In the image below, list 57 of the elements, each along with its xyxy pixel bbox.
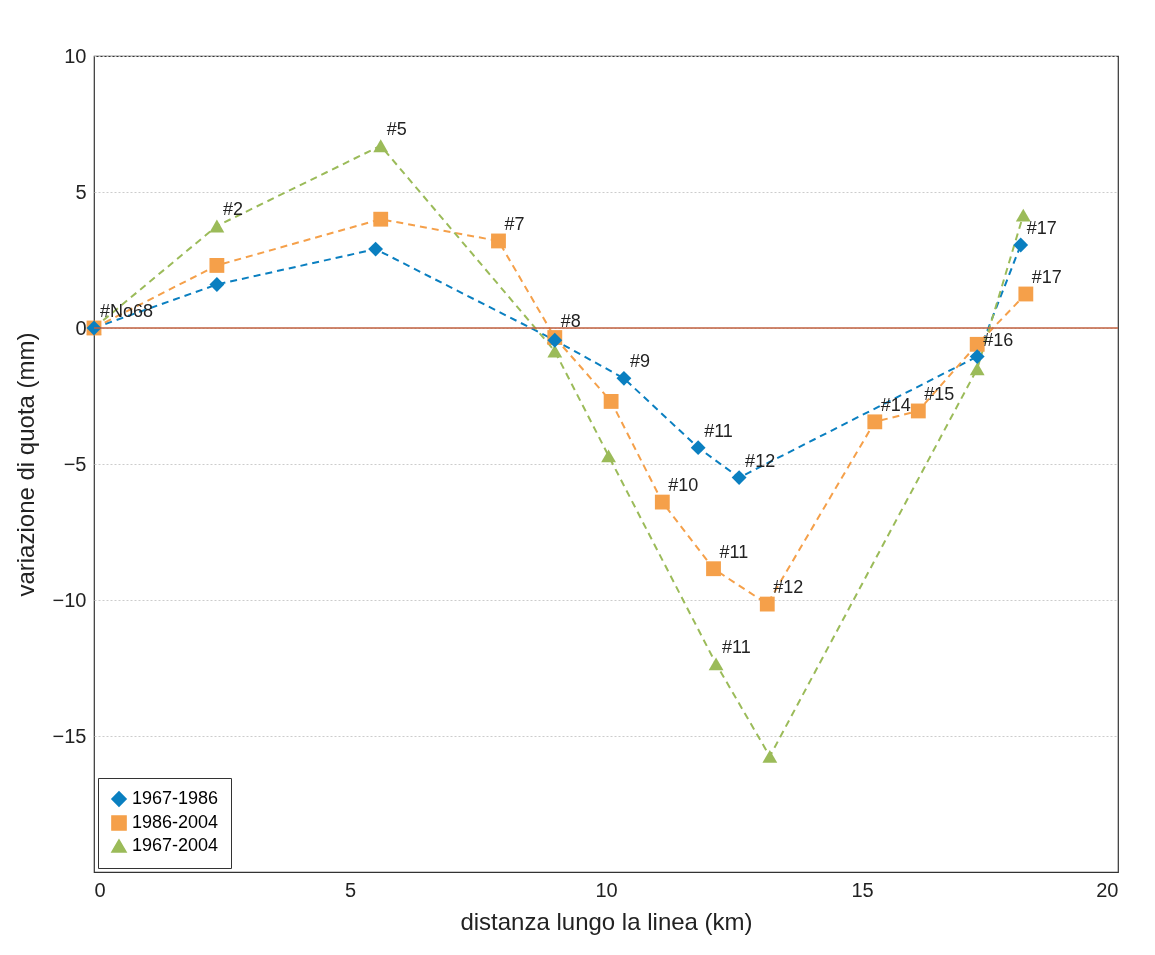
point: [867, 414, 883, 430]
annotation: #11: [719, 541, 749, 562]
point: [706, 561, 721, 577]
point: [762, 749, 778, 763]
annotation: #17: [1031, 267, 1062, 287]
point: [969, 336, 985, 352]
y-tick-label: −10: [52, 588, 87, 611]
annotation: #12: [745, 450, 776, 471]
point: [969, 362, 985, 376]
y-tick-label: −5: [63, 452, 87, 475]
point: [373, 139, 389, 153]
point: [910, 403, 926, 419]
annotation: #5: [386, 118, 407, 139]
y-tick-label: −15: [52, 724, 87, 747]
point: [491, 233, 506, 249]
point: [209, 219, 225, 233]
annotation: #14: [880, 394, 911, 415]
y-tick-label: 5: [75, 180, 87, 203]
point: [368, 241, 384, 257]
point: [601, 449, 616, 463]
legend-label: 1967-1986: [132, 788, 219, 808]
point: [969, 349, 985, 364]
annotation: #17: [1026, 218, 1057, 239]
annotation: #11: [722, 636, 751, 657]
x-tick-label: 0: [94, 878, 106, 901]
legend-label: 1986-2004: [132, 812, 219, 832]
point: [209, 277, 225, 292]
point: [1013, 237, 1029, 253]
y-tick-label: 0: [75, 316, 87, 339]
point: [1018, 286, 1034, 302]
annotation: #11: [704, 420, 733, 441]
legend-label: 1967-2004: [132, 835, 219, 855]
annotation: #8: [560, 310, 581, 331]
y-tick-label: 10: [64, 44, 87, 67]
annotation: #10: [668, 475, 699, 496]
point: [759, 596, 775, 612]
point: [373, 211, 389, 227]
point: [1015, 208, 1031, 222]
point: [616, 370, 632, 386]
point: [547, 344, 563, 358]
x-tick-label: 20: [1096, 878, 1119, 901]
x-tick-label: 10: [595, 878, 618, 901]
x-tick-label: 5: [344, 878, 357, 901]
point: [209, 258, 225, 273]
x-axis-title: distanza lungo la linea (km): [460, 907, 753, 935]
annotation: #2: [222, 199, 243, 219]
point: [708, 657, 724, 671]
point: [690, 440, 706, 456]
x-tick-label: 15: [851, 878, 874, 901]
y-axis-title: variazione di quota (mm): [11, 332, 39, 597]
point: [731, 470, 747, 486]
point: [603, 394, 619, 409]
annotation: #9: [629, 351, 650, 372]
annotation: #15: [924, 383, 955, 404]
point: [654, 494, 670, 510]
annotation: #12: [773, 577, 804, 598]
annotation: #7: [504, 213, 525, 234]
